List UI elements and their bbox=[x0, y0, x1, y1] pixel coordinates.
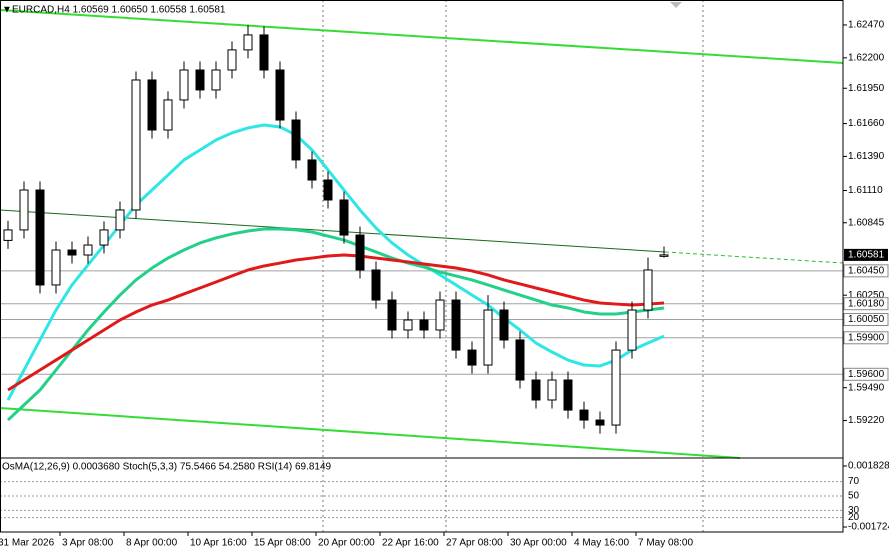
y-tick-label: 1.62200 bbox=[848, 52, 885, 63]
candle-body bbox=[531, 379, 541, 401]
level-label: 1.59900 bbox=[848, 332, 885, 343]
osma-tick-label: -0.001724 bbox=[848, 522, 889, 533]
candle-body bbox=[387, 299, 397, 331]
oscillator-tick-label: 70 bbox=[848, 476, 860, 487]
plot-frame bbox=[0, 0, 844, 533]
oscillator-tick-label: 20 bbox=[848, 512, 860, 523]
candle-body bbox=[627, 309, 637, 351]
x-tick-label: 27 Apr 08:00 bbox=[446, 538, 503, 549]
candle-body bbox=[19, 189, 29, 231]
candle-body bbox=[467, 349, 477, 366]
candles bbox=[3, 24, 669, 434]
candle-body bbox=[67, 249, 77, 256]
candle-body bbox=[579, 409, 589, 421]
moving-average bbox=[6, 227, 665, 422]
candle-body bbox=[227, 49, 237, 71]
x-tick-label: 31 Mar 2026 bbox=[0, 538, 55, 549]
candle-body bbox=[419, 319, 429, 331]
level-label: 1.60180 bbox=[848, 298, 885, 309]
candle-body bbox=[547, 379, 557, 401]
chart-title: EURCAD,H4 1.60569 1.60650 1.60558 1.6058… bbox=[12, 5, 226, 16]
candle-body bbox=[515, 339, 525, 381]
candle-body bbox=[83, 244, 93, 256]
candle-body bbox=[51, 249, 61, 286]
oscillator-tick-label: 50 bbox=[848, 491, 860, 502]
level-box bbox=[843, 264, 889, 278]
candle-body bbox=[195, 69, 205, 91]
candle-body bbox=[323, 179, 333, 201]
candle-body bbox=[451, 299, 461, 351]
level-box bbox=[843, 331, 889, 345]
x-tick-label: 22 Apr 16:00 bbox=[382, 538, 439, 549]
y-tick-label: 1.61950 bbox=[848, 83, 885, 94]
candle-body bbox=[595, 419, 605, 426]
candle-body bbox=[563, 379, 573, 411]
y-tick-label: 1.61660 bbox=[848, 118, 885, 129]
indicator-label: OsMA(12,26,9) 0.0003680 Stoch(5,3,3) 75.… bbox=[2, 462, 332, 473]
candle-body bbox=[371, 269, 381, 301]
candle-body bbox=[115, 209, 125, 231]
trend-line bbox=[664, 251, 844, 264]
candle-body bbox=[611, 349, 621, 426]
candle-body bbox=[99, 229, 109, 246]
candle-body bbox=[403, 319, 413, 331]
current-price-box bbox=[844, 248, 888, 261]
y-tick-label: 1.60845 bbox=[848, 217, 885, 228]
candle-body bbox=[35, 189, 45, 286]
moving-average bbox=[7, 253, 665, 392]
candle-body bbox=[163, 99, 173, 131]
trend-line bbox=[0, 9, 844, 64]
y-tick-label: 1.59220 bbox=[848, 415, 885, 426]
y-tick-label: 1.61110 bbox=[848, 185, 883, 196]
candle-body bbox=[131, 79, 141, 211]
osma-tick-label: 0.001828 bbox=[848, 461, 889, 472]
candle-body bbox=[355, 234, 365, 271]
candle-body bbox=[275, 69, 285, 121]
y-tick-label: 1.59490 bbox=[848, 382, 885, 393]
trend-line bbox=[0, 209, 666, 253]
y-tick-label: 1.61390 bbox=[848, 151, 885, 162]
axes: 1.62470 1.62200 1.61950 1.61660 1.61390 1.611… bbox=[0, 20, 889, 549]
level-label: 1.60450 bbox=[848, 265, 885, 276]
x-tick-label: 30 Apr 00:00 bbox=[510, 538, 567, 549]
candle-body bbox=[499, 309, 509, 341]
level-box bbox=[843, 313, 889, 327]
x-tick-label: 3 Apr 08:00 bbox=[62, 538, 114, 549]
candle-body bbox=[291, 119, 301, 161]
candle-body bbox=[243, 34, 253, 51]
candle-body bbox=[3, 229, 13, 241]
x-tick-label: 10 Apr 16:00 bbox=[190, 538, 247, 549]
candle-body bbox=[211, 69, 221, 91]
y-tick-label: 1.62470 bbox=[848, 20, 885, 31]
candle-body bbox=[147, 79, 157, 131]
candle-body bbox=[307, 159, 317, 181]
candle-body bbox=[643, 269, 653, 311]
x-tick-label: 4 May 16:00 bbox=[574, 538, 629, 549]
shift-marker bbox=[670, 2, 682, 8]
level-label: 1.59600 bbox=[848, 369, 885, 380]
x-tick-label: 8 Apr 00:00 bbox=[126, 538, 178, 549]
x-tick-label: 15 Apr 08:00 bbox=[254, 538, 311, 549]
x-tick-label: 20 Apr 00:00 bbox=[318, 538, 375, 549]
level-box bbox=[843, 297, 889, 311]
candle-body bbox=[259, 34, 269, 71]
level-box bbox=[843, 367, 889, 381]
candle-body bbox=[483, 309, 493, 366]
oscillator-tick-label: 30 bbox=[848, 505, 860, 516]
chart-title: ▼ bbox=[2, 5, 12, 16]
level-label: 1.60050 bbox=[848, 314, 885, 325]
candle-body bbox=[659, 254, 669, 257]
candle-body bbox=[179, 69, 189, 101]
x-tick-label: 7 May 08:00 bbox=[638, 538, 693, 549]
trend-line bbox=[0, 407, 741, 459]
current-price-label: 1.60581 bbox=[848, 250, 885, 261]
candle-body bbox=[435, 299, 445, 331]
candle-body bbox=[339, 199, 349, 236]
y-tick-label: 1.60250 bbox=[848, 290, 885, 301]
